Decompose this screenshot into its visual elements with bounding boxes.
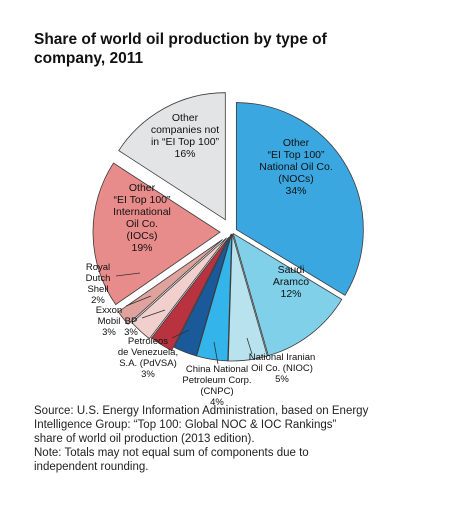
slice-label-nioc: National Iranian Oil Co. (NIOC) 5% bbox=[248, 352, 316, 385]
leader-line bbox=[246, 337, 253, 355]
slice-other-nocs bbox=[235, 102, 364, 296]
slice-saudi-aramco bbox=[232, 232, 343, 357]
slice-pdvsa bbox=[173, 233, 232, 357]
source-line-2: Intelligence Group: “Top 100: Global NOC… bbox=[34, 419, 337, 431]
slice-label-shell: Royal Dutch Shell 2% bbox=[85, 262, 111, 306]
leader-line bbox=[141, 309, 166, 319]
source-line-1: Source: U.S. Energy Information Administ… bbox=[34, 405, 369, 417]
slice-label-cnpc: China National Petroleum Corp. (CNPC) 4% bbox=[182, 364, 252, 408]
slice-bp bbox=[151, 236, 230, 352]
slice-label-bp: BP 3% bbox=[124, 316, 138, 338]
slice-label-other-nocs: Other “EI Top 100” National Oil Co. (NOC… bbox=[259, 137, 333, 197]
slice-label-other-companies: Other companies not in “EI Top 100” 16% bbox=[150, 112, 220, 160]
note-line-1: Note: Totals may not equal sum of compon… bbox=[34, 447, 309, 459]
slice-label-pdvsa: Petróleos de Venezuela, S.A. (PdVSA) 3% bbox=[117, 336, 179, 380]
leader-line bbox=[115, 272, 141, 277]
slice-other-iocs bbox=[92, 162, 221, 306]
source-note: Source: U.S. Energy Information Administ… bbox=[34, 404, 454, 474]
source-line-3: share of world oil production (2013 edit… bbox=[34, 433, 255, 445]
slice-cnpc bbox=[196, 233, 233, 362]
chart-title-line-2: company, 2011 bbox=[34, 50, 144, 67]
leader-line bbox=[171, 329, 190, 339]
slice-shell bbox=[117, 239, 223, 325]
leader-line bbox=[213, 341, 219, 365]
chart-title: Share of world oil production by type of… bbox=[34, 30, 414, 68]
slice-label-other-iocs: Other “EI Top 100” International Oil Co.… bbox=[113, 182, 171, 254]
leader-line bbox=[125, 295, 152, 307]
slice-nioc bbox=[227, 233, 268, 362]
chart-title-line-1: Share of world oil production by type of bbox=[34, 31, 327, 48]
slice-other-companies bbox=[118, 92, 226, 221]
slice-label-exxon: Exxon Mobil 3% bbox=[95, 305, 123, 338]
note-line-2: independent rounding. bbox=[34, 461, 149, 473]
slice-label-saudi-aramco: Saudi Aramco 12% bbox=[272, 264, 310, 300]
